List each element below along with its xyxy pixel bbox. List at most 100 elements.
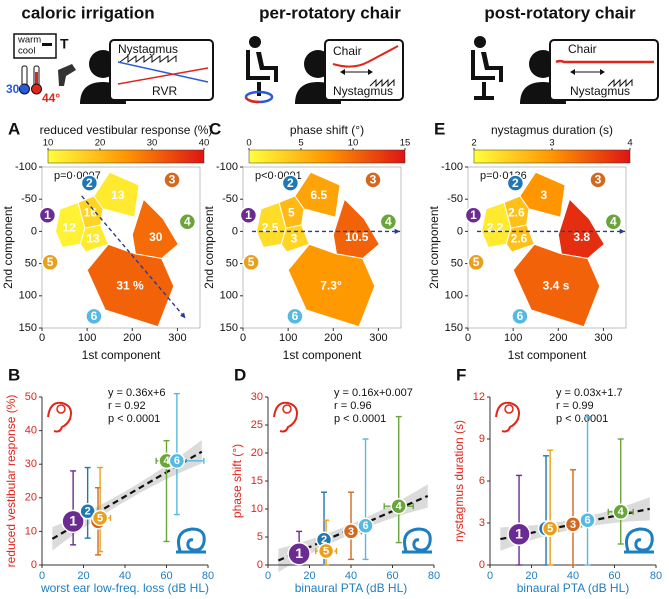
cluster-marker xyxy=(506,174,525,192)
region xyxy=(332,198,380,259)
x-tick-label: 200 xyxy=(549,332,567,344)
cluster-label: 3 xyxy=(595,173,602,187)
colorbar xyxy=(473,149,631,164)
x-tick-label: 200 xyxy=(123,332,141,344)
cluster-label: 6 xyxy=(517,309,524,323)
point-label: 5 xyxy=(323,545,329,557)
icon-text: 44° xyxy=(42,91,60,105)
region-value-label: 16 xyxy=(84,206,98,220)
colorbar xyxy=(248,149,406,164)
cluster-marker xyxy=(379,212,398,231)
region-value-label: 31 % xyxy=(116,278,144,292)
data-point xyxy=(357,517,374,535)
data-point xyxy=(507,522,531,546)
ear-icon xyxy=(495,401,520,433)
x-tick-label: 60 xyxy=(160,570,172,582)
region xyxy=(131,198,179,259)
per-rotatory-icon: Chair Nystagmus xyxy=(244,36,404,104)
cluster-label: 3 xyxy=(370,173,377,187)
region xyxy=(93,171,140,218)
cluster-label: 5 xyxy=(473,255,480,269)
cochlea-icon xyxy=(625,527,654,552)
y-tick-label: 0 xyxy=(257,559,263,571)
fit-p: p < 0.0001 xyxy=(334,413,386,425)
arrow-head xyxy=(180,312,186,319)
panel-letter: F xyxy=(456,365,466,384)
cluster-marker xyxy=(239,206,258,225)
point-label: 2 xyxy=(85,506,91,518)
region-value-label: 2.6 xyxy=(511,231,528,245)
y-tick-label: 50 xyxy=(25,258,37,270)
cluster-marker xyxy=(604,212,623,231)
region xyxy=(79,224,110,253)
icon-text: Chair xyxy=(333,44,362,58)
x-tick-label: 0 xyxy=(265,570,271,582)
panel-letter: B xyxy=(8,365,20,384)
point-label: 6 xyxy=(174,455,180,467)
y-axis-label: 2nd component xyxy=(202,205,216,288)
colorbar-title: nystagmus duration (s) xyxy=(491,123,613,137)
x-tick-label: 100 xyxy=(78,332,96,344)
x-axis-label: binaural PTA (dB HL) xyxy=(295,581,408,595)
y-axis-label: 2nd component xyxy=(1,205,15,288)
y-tick-label: -100 xyxy=(441,161,463,173)
cochlea-icon xyxy=(177,527,206,552)
cluster-marker xyxy=(85,307,103,326)
data-point xyxy=(612,503,629,521)
y-tick-label: -100 xyxy=(15,161,37,173)
y-tick-label: 9 xyxy=(479,433,485,445)
data-point xyxy=(342,523,360,540)
colorbar-tick-label: 2 xyxy=(471,138,476,149)
colorbar-tick-label: 20 xyxy=(95,138,106,149)
region-value-label: 6.5 xyxy=(310,188,327,202)
icon-text: Nystagmus xyxy=(570,84,630,98)
icon-text: Chair xyxy=(568,42,597,56)
x-tick-label: 0 xyxy=(465,332,471,344)
y-tick-label: 30 xyxy=(251,391,263,403)
region-value-label: 30 xyxy=(149,230,163,244)
region-value-label: 2.2 xyxy=(487,220,504,234)
y-axis-label: phase shift (°) xyxy=(230,444,244,518)
region xyxy=(503,195,530,229)
arrow-head xyxy=(619,228,626,235)
cluster-marker xyxy=(38,206,57,225)
axes-box xyxy=(242,166,402,329)
x-tick-label: 200 xyxy=(324,332,342,344)
point-label: 1 xyxy=(515,525,523,541)
y-axis-label: reduced vestibular response (%) xyxy=(4,395,18,568)
cluster-label: 2 xyxy=(86,176,93,190)
x-tick-label: 20 xyxy=(77,570,89,582)
cluster-marker xyxy=(163,171,181,189)
data-point xyxy=(579,511,596,529)
colorbar-tick-label: 10 xyxy=(348,138,359,149)
cluster-marker xyxy=(242,253,260,272)
point-label: 4 xyxy=(163,455,170,467)
region xyxy=(278,195,305,229)
cluster-marker xyxy=(178,212,197,231)
cluster-label: 2 xyxy=(287,176,294,190)
icon-text: 30° xyxy=(6,82,24,96)
x-tick-label: 0 xyxy=(39,332,45,344)
cluster-label: 1 xyxy=(470,208,477,222)
icon-text: cool xyxy=(18,46,35,57)
point-label: 4 xyxy=(618,506,625,518)
cluster-marker xyxy=(286,307,304,326)
x-tick-label: 300 xyxy=(168,332,186,344)
region xyxy=(77,195,104,229)
y-tick-label: 25 xyxy=(251,419,263,431)
icon-text: warm xyxy=(17,35,41,46)
cluster-label: 5 xyxy=(47,255,54,269)
x-tick-label: 60 xyxy=(608,570,620,582)
y-tick-label: 6 xyxy=(479,475,485,487)
cluster-marker xyxy=(589,171,607,189)
x-tick-label: 0 xyxy=(39,570,45,582)
x-tick-label: 80 xyxy=(650,570,662,582)
fit-equation: y = 0.03x+1.7 xyxy=(556,387,623,399)
y-tick-label: -100 xyxy=(216,161,238,173)
colorbar-title: phase shift (°) xyxy=(290,123,364,137)
cluster-label: 4 xyxy=(610,214,617,228)
y-tick-label: 0 xyxy=(479,559,485,571)
